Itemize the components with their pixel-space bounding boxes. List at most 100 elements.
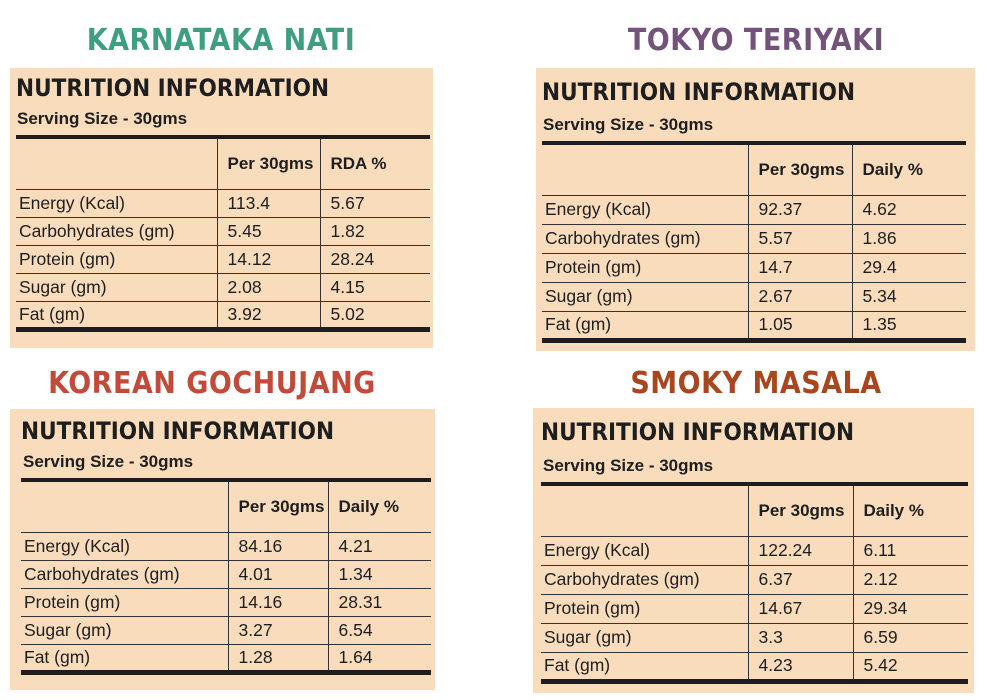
table-row: Fat (gm) 4.23 5.42 — [541, 652, 968, 681]
percent-value: 1.82 — [330, 220, 365, 241]
table-row: Carbohydrates (gm) 4.01 1.34 — [21, 560, 431, 588]
nutrient-name: Protein (gm) — [21, 588, 229, 616]
per-serving-value: 6.37 — [748, 565, 854, 594]
percent-value: 1.86 — [862, 228, 897, 248]
percent-value: 4.21 — [338, 535, 373, 556]
nutrient-name: Energy (Kcal) — [541, 536, 749, 565]
nutrition-panel: NUTRITION INFORMATION Serving Size - 30g… — [10, 409, 435, 690]
table-row: Energy (Kcal) 113.4 5.67 — [16, 189, 430, 217]
per-serving-value: 113.4 — [217, 189, 321, 217]
nutrient-name: Fat (gm) — [542, 311, 749, 340]
per-serving-value: 14.16 — [228, 588, 329, 616]
per-serving-value: 3.3 — [748, 623, 854, 652]
percent-value: 1.35 — [862, 314, 897, 334]
percent-header: Daily % — [862, 159, 923, 179]
nutrition-panel: NUTRITION INFORMATION Serving Size - 30g… — [533, 408, 974, 693]
per-serving-value: 14.7 — [748, 253, 853, 282]
percent-value: 5.02 — [330, 303, 365, 324]
nutrient-name: Protein (gm) — [16, 245, 218, 273]
nutrition-table: Per 30gms Daily % Energy (Kcal) 122.24 6… — [541, 482, 968, 684]
percent-value: 1.34 — [338, 563, 373, 584]
table-row: Fat (gm) 3.92 5.02 — [16, 301, 430, 329]
per-serving-value: 122.24 — [748, 536, 854, 565]
percent-value: 4.62 — [862, 199, 897, 219]
per-serving-header: Per 30gms — [228, 480, 329, 532]
nutrient-name: Carbohydrates (gm) — [16, 217, 218, 245]
flavor-title: TOKYO TERIYAKI — [627, 23, 885, 58]
table-row: Carbohydrates (gm) 5.57 1.86 — [542, 224, 966, 253]
table-row: Fat (gm) 1.28 1.64 — [21, 644, 431, 672]
nutrient-name: Sugar (gm) — [16, 273, 218, 301]
blank-header — [541, 484, 749, 536]
serving-size: Serving Size - 30gms — [17, 109, 188, 128]
percent-value: 28.31 — [338, 591, 383, 612]
nutrient-name: Carbohydrates (gm) — [21, 560, 229, 588]
table-header-row: Per 30gms Daily % — [542, 143, 966, 195]
per-serving-header: Per 30gms — [748, 484, 854, 536]
table-header-row: Per 30gms Daily % — [21, 480, 431, 532]
table-row: Sugar (gm) 3.27 6.54 — [21, 616, 431, 644]
nutrition-table: Per 30gms Daily % Energy (Kcal) 84.16 4.… — [21, 478, 431, 675]
percent-value: 1.64 — [338, 646, 373, 667]
percent-value: 5.34 — [862, 286, 897, 306]
table-row: Carbohydrates (gm) 6.37 2.12 — [541, 565, 968, 594]
nutrition-table: Per 30gms RDA % Energy (Kcal) 113.4 5.67… — [16, 135, 430, 332]
percent-value: 28.24 — [330, 248, 375, 269]
percent-value: 6.59 — [863, 627, 898, 647]
nutrient-name: Fat (gm) — [16, 301, 218, 329]
table-row: Protein (gm) 14.7 29.4 — [542, 253, 966, 282]
nutrient-name: Energy (Kcal) — [16, 189, 218, 217]
nutrition-heading: NUTRITION INFORMATION — [541, 418, 855, 446]
nutrition-panel: NUTRITION INFORMATION Serving Size - 30g… — [536, 68, 975, 351]
flavor-title: SMOKY MASALA — [630, 366, 882, 401]
per-serving-value: 84.16 — [228, 532, 329, 560]
nutrient-name: Protein (gm) — [542, 253, 749, 282]
nutrition-heading: NUTRITION INFORMATION — [16, 74, 330, 102]
table-row: Fat (gm) 1.05 1.35 — [542, 311, 966, 340]
table-row: Sugar (gm) 2.67 5.34 — [542, 282, 966, 311]
percent-value: 4.15 — [330, 276, 365, 297]
percent-value: 5.42 — [863, 655, 898, 675]
table-row: Energy (Kcal) 84.16 4.21 — [21, 532, 431, 560]
per-serving-value: 1.05 — [748, 311, 853, 340]
table-row: Energy (Kcal) 122.24 6.11 — [541, 536, 968, 565]
nutrition-heading: NUTRITION INFORMATION — [542, 78, 856, 106]
flavor-title: KARNATAKA NATI — [86, 23, 356, 58]
nutrient-name: Protein (gm) — [541, 594, 749, 623]
per-serving-value: 5.45 — [217, 217, 321, 245]
per-serving-value: 92.37 — [748, 195, 853, 224]
nutrient-name: Sugar (gm) — [541, 623, 749, 652]
serving-size: Serving Size - 30gms — [543, 115, 714, 134]
percent-value: 2.12 — [863, 569, 898, 589]
per-serving-value: 3.92 — [217, 301, 321, 329]
table-row: Energy (Kcal) 92.37 4.62 — [542, 195, 966, 224]
table-row: Protein (gm) 14.16 28.31 — [21, 588, 431, 616]
blank-header — [16, 137, 218, 189]
percent-value: 29.34 — [863, 598, 908, 618]
nutrient-name: Energy (Kcal) — [21, 532, 229, 560]
per-serving-value: 14.67 — [748, 594, 854, 623]
percent-value: 5.67 — [330, 192, 365, 213]
nutrient-name: Sugar (gm) — [542, 282, 749, 311]
table-row: Protein (gm) 14.67 29.34 — [541, 594, 968, 623]
blank-header — [21, 480, 229, 532]
table-row: Sugar (gm) 2.08 4.15 — [16, 273, 430, 301]
per-serving-header: Per 30gms — [748, 143, 853, 195]
per-serving-value: 4.01 — [228, 560, 329, 588]
per-serving-value: 3.27 — [228, 616, 329, 644]
percent-value: 6.54 — [338, 619, 373, 640]
percent-value: 6.11 — [863, 540, 897, 560]
nutrition-panel: NUTRITION INFORMATION Serving Size - 30g… — [10, 68, 433, 348]
table-header-row: Per 30gms Daily % — [541, 484, 968, 536]
per-serving-value: 2.67 — [748, 282, 853, 311]
percent-header: Daily % — [338, 496, 399, 516]
nutrient-name: Energy (Kcal) — [542, 195, 749, 224]
percent-header: RDA % — [330, 153, 387, 173]
nutrient-name: Fat (gm) — [541, 652, 749, 681]
per-serving-value: 14.12 — [217, 245, 321, 273]
nutrient-name: Carbohydrates (gm) — [541, 565, 749, 594]
serving-size: Serving Size - 30gms — [23, 452, 194, 471]
nutrient-name: Sugar (gm) — [21, 616, 229, 644]
nutrition-heading: NUTRITION INFORMATION — [21, 417, 335, 445]
per-serving-value: 2.08 — [217, 273, 321, 301]
